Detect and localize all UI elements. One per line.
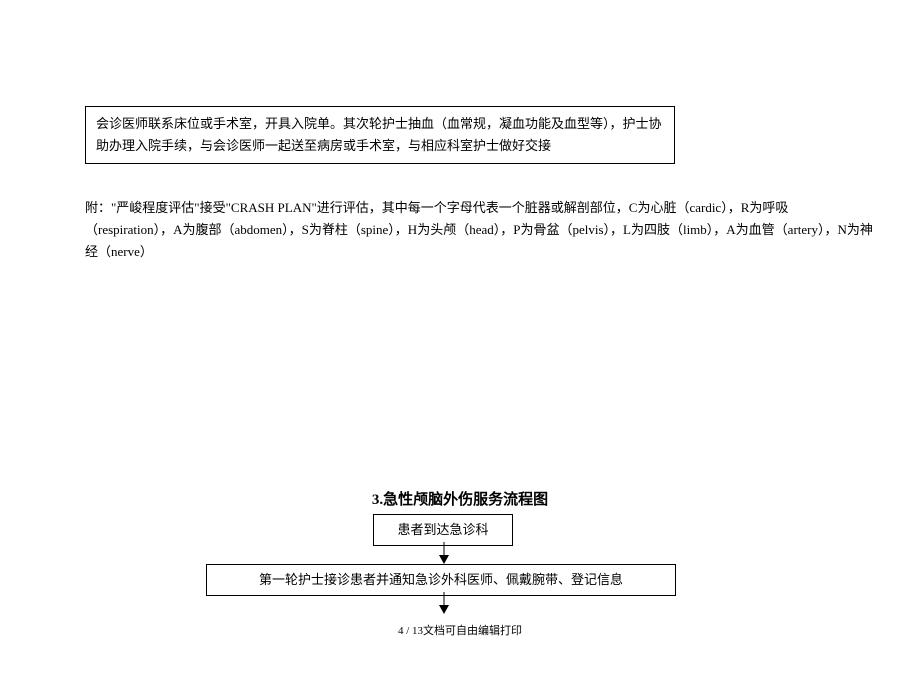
flow-node-arrival-text: 患者到达急诊科 [397, 522, 488, 537]
section-title: 3.急性颅脑外伤服务流程图 [0, 488, 920, 514]
admission-instruction-box: 会诊医师联系床位或手术室，开具入院单。其次轮护士抽血（血常规，凝血功能及血型等）… [85, 106, 675, 164]
appendix-text-block: 附："严峻程度评估"接受"CRASH PLAN"进行评估，其中每一个字母代表一个… [85, 197, 875, 263]
arrow-down-icon [438, 542, 450, 564]
admission-instruction-text: 会诊医师联系床位或手术室，开具入院单。其次轮护士抽血（血常规，凝血功能及血型等）… [96, 116, 662, 153]
page-footer-text: 4 / 13文档可自由编辑打印 [398, 625, 522, 637]
appendix-text: 附："严峻程度评估"接受"CRASH PLAN"进行评估，其中每一个字母代表一个… [85, 200, 873, 259]
section-title-text: 3.急性颅脑外伤服务流程图 [372, 492, 548, 508]
arrow-down-icon [438, 592, 450, 614]
page-footer: 4 / 13文档可自由编辑打印 [0, 622, 920, 641]
flow-node-first-nurse-text: 第一轮护士接诊患者并通知急诊外科医师、佩戴腕带、登记信息 [259, 572, 623, 587]
